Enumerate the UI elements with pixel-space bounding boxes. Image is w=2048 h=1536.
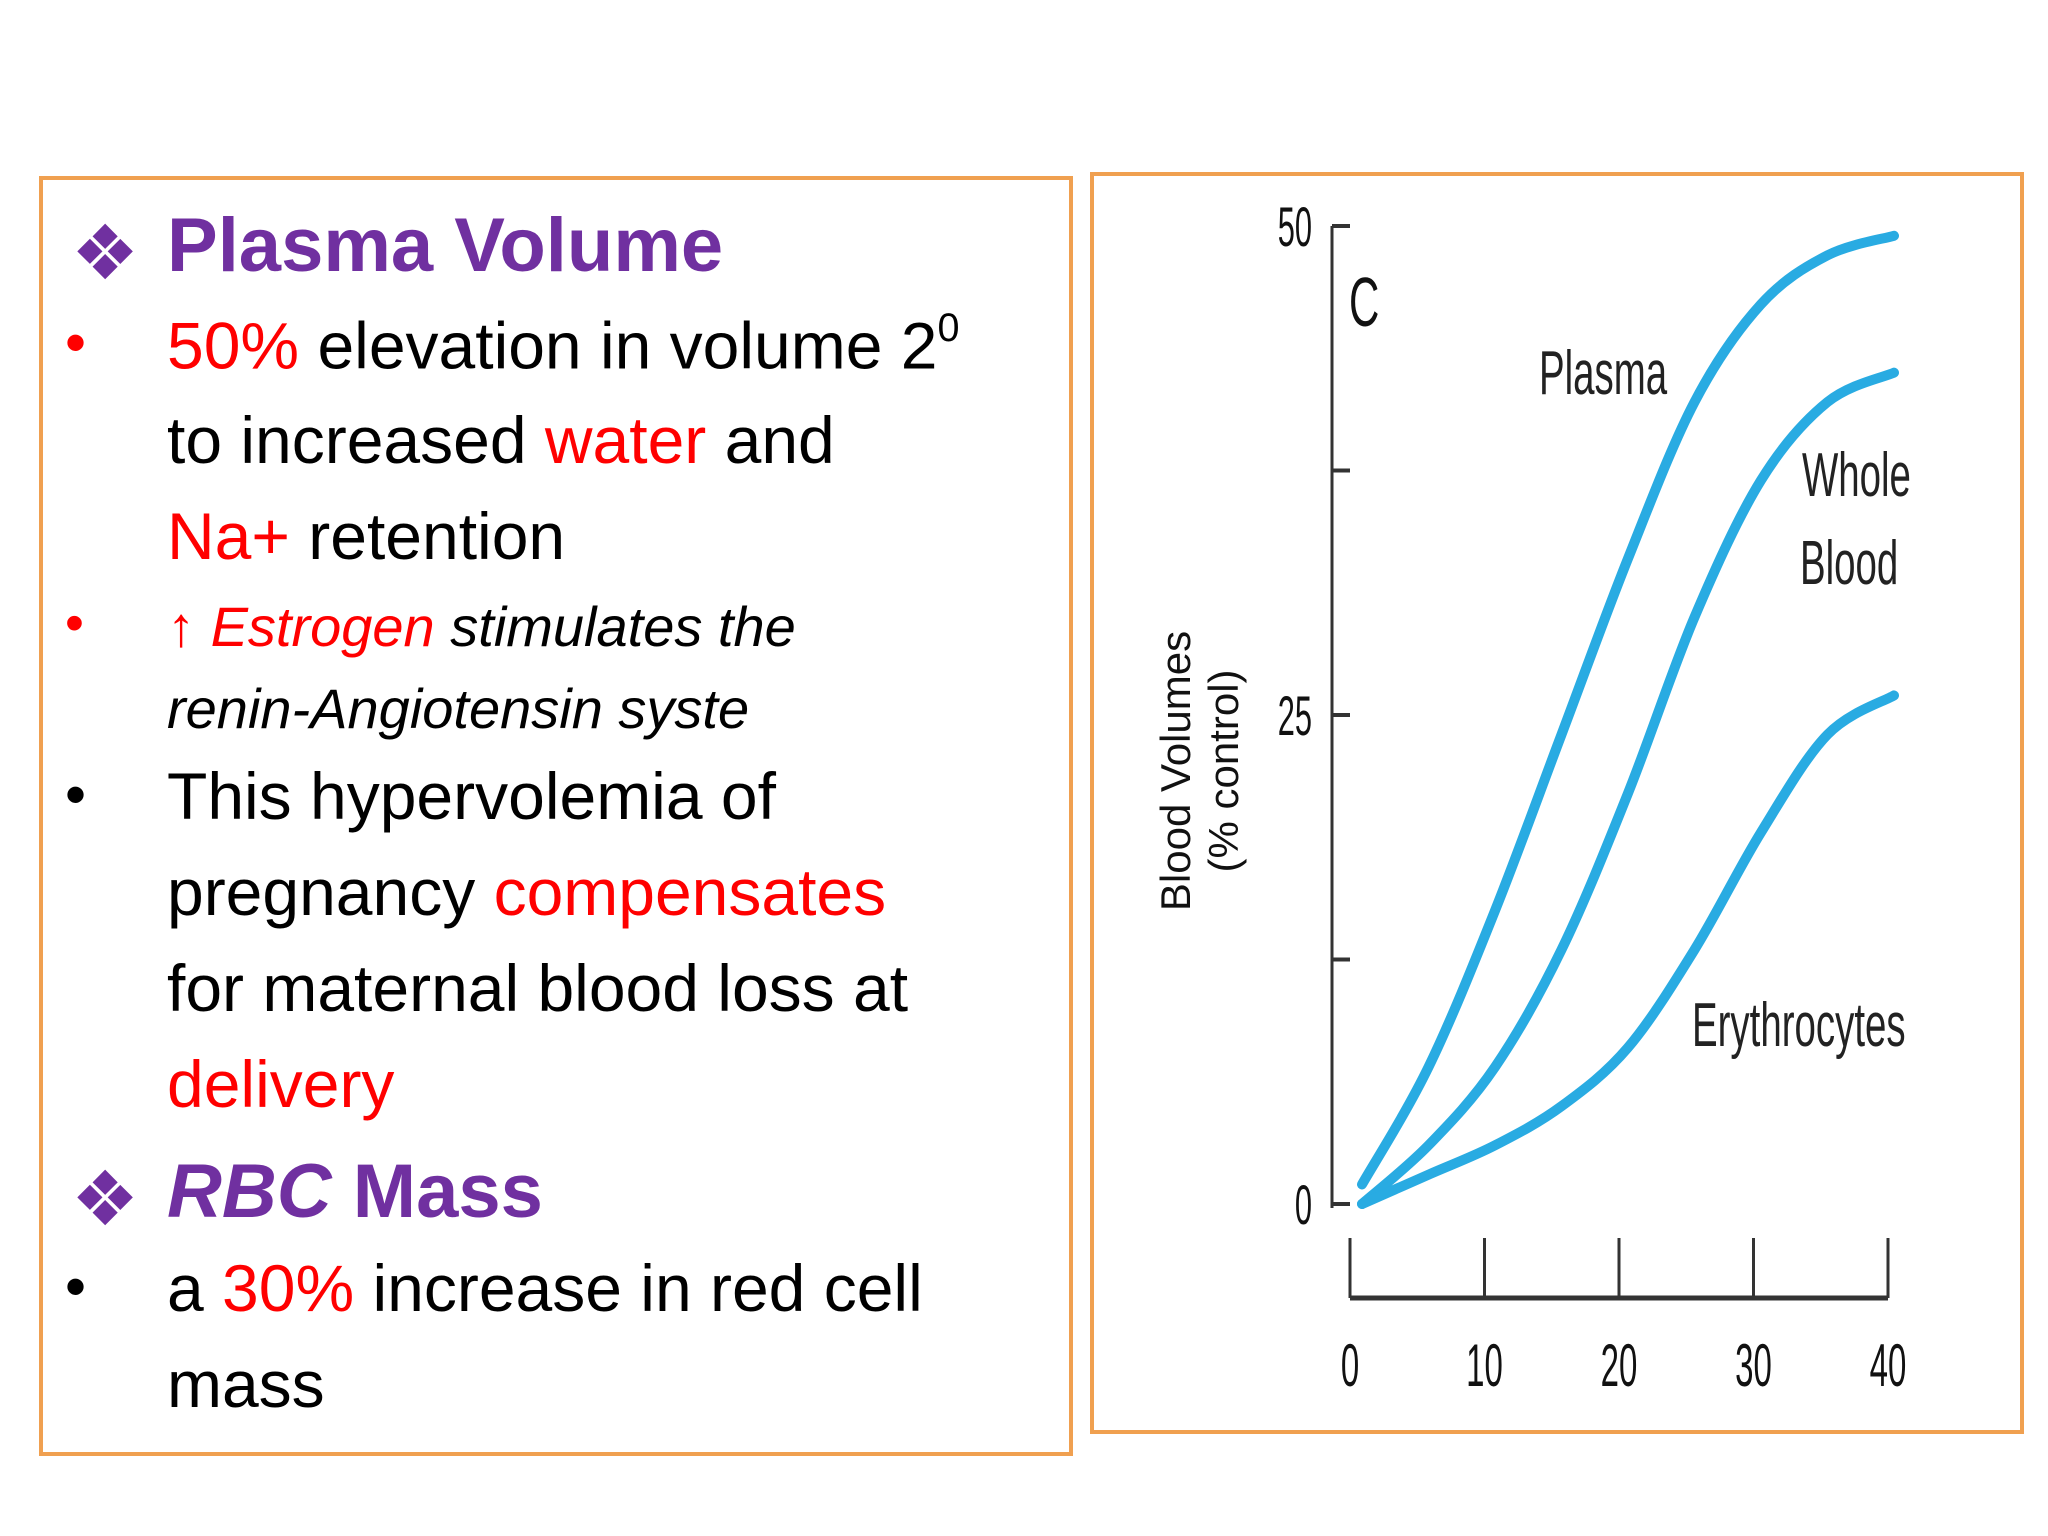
bullet1-line1: 50% elevation in volume 20 [167, 306, 960, 384]
chart-series [1357, 230, 1899, 1209]
bullet2-line2: renin-Angiotensin syste [167, 677, 750, 740]
b1-text3: and [706, 403, 835, 477]
up-arrow-icon: ↑ [167, 595, 195, 658]
b4-text1: a [167, 1251, 223, 1325]
erythrocytes-label: Erythrocytes [1692, 990, 1906, 1060]
delivery-word: delivery [167, 1047, 395, 1121]
plasma-volume-title: Plasma Volume [167, 203, 724, 288]
whole-blood-label-2: Blood [1800, 528, 1898, 598]
chart-labels: C Plasma Whole Blood Erythrocytes [1349, 264, 1911, 1059]
plasma-label: Plasma [1539, 338, 1667, 408]
blood-volume-chart: 0 25 50 0 10 20 30 40 Blood Volumes (% control) C… [1152, 195, 1911, 1399]
series-line-whole-blood [1357, 367, 1899, 1209]
x-tick-label: 30 [1735, 1333, 1772, 1400]
bullet-dot: • [65, 309, 87, 376]
b1-text4: retention [289, 499, 566, 573]
b4-text2: increase in red cell [354, 1251, 923, 1325]
pct-30: 30% [222, 1251, 355, 1325]
whole-blood-label: Whole [1802, 440, 1911, 510]
bullet3-line2: pregnancy compensates [167, 854, 886, 930]
estrogen-word: Estrogen [210, 595, 435, 658]
y-axis-label: Blood Volumes [1152, 631, 1199, 911]
series-line-plasma [1357, 230, 1899, 1190]
plasma-volume-heading: ❖ Plasma Volume [43, 202, 1069, 296]
bullet2-line1: ↑ Estrogen stimulates the [167, 594, 796, 659]
rbc-mass-title: RBC Mass [167, 1148, 543, 1235]
bullet4-line2: mass [167, 1347, 325, 1421]
text-panel: ❖ Plasma Volume • 50% elevation in volum… [39, 176, 1073, 1456]
diamond-bullet-icon: ❖ [71, 1157, 140, 1242]
mass-word: Mass [331, 1149, 543, 1234]
x-tick-label: 0 [1341, 1333, 1359, 1400]
bullet-dot: • [65, 593, 84, 653]
x-tick-label: 20 [1601, 1333, 1638, 1400]
panel-label: C [1349, 264, 1379, 342]
bullet-dot: • [65, 761, 87, 828]
rbc-word: RBC [167, 1149, 332, 1234]
b2-text1: stimulates the [434, 595, 796, 658]
bullet1-line3: Na+ retention [167, 498, 565, 574]
x-tick-label: 40 [1870, 1333, 1907, 1400]
y-axis-label-units: (% control) [1200, 669, 1247, 872]
bullet-dot: • [65, 1253, 87, 1320]
chart-axes: 0 25 50 0 10 20 30 40 Blood Volumes (% control) [1152, 195, 1906, 1399]
chart-panel: 0 25 50 0 10 20 30 40 Blood Volumes (% control) C… [1090, 172, 2024, 1434]
y-tick-label: 50 [1278, 195, 1312, 258]
series-line-erythrocytes [1357, 690, 1899, 1209]
rbc-mass-heading: ❖ RBC Mass [43, 1148, 1069, 1242]
diamond-bullet-icon: ❖ [71, 211, 140, 296]
bullet3-line1: This hypervolemia of [167, 759, 776, 833]
y-tick-label: 0 [1295, 1173, 1312, 1236]
y-tick-label: 25 [1278, 684, 1312, 747]
b1-superscript: 0 [937, 306, 960, 350]
b1-text2: to increased [167, 403, 545, 477]
water-word: water [544, 403, 707, 477]
b1-text1: elevation in volume 2 [299, 308, 938, 383]
pct-50: 50% [167, 308, 300, 383]
compensates-word: compensates [493, 855, 887, 929]
bullet3-line3: for maternal blood loss at [167, 951, 909, 1025]
x-tick-label: 10 [1466, 1333, 1503, 1400]
bullet4-line1: a 30% increase in red cell [167, 1250, 923, 1326]
bullet1-line2: to increased water and [167, 402, 835, 478]
na-word: Na+ [167, 499, 290, 573]
b3-text2: pregnancy [167, 855, 494, 929]
